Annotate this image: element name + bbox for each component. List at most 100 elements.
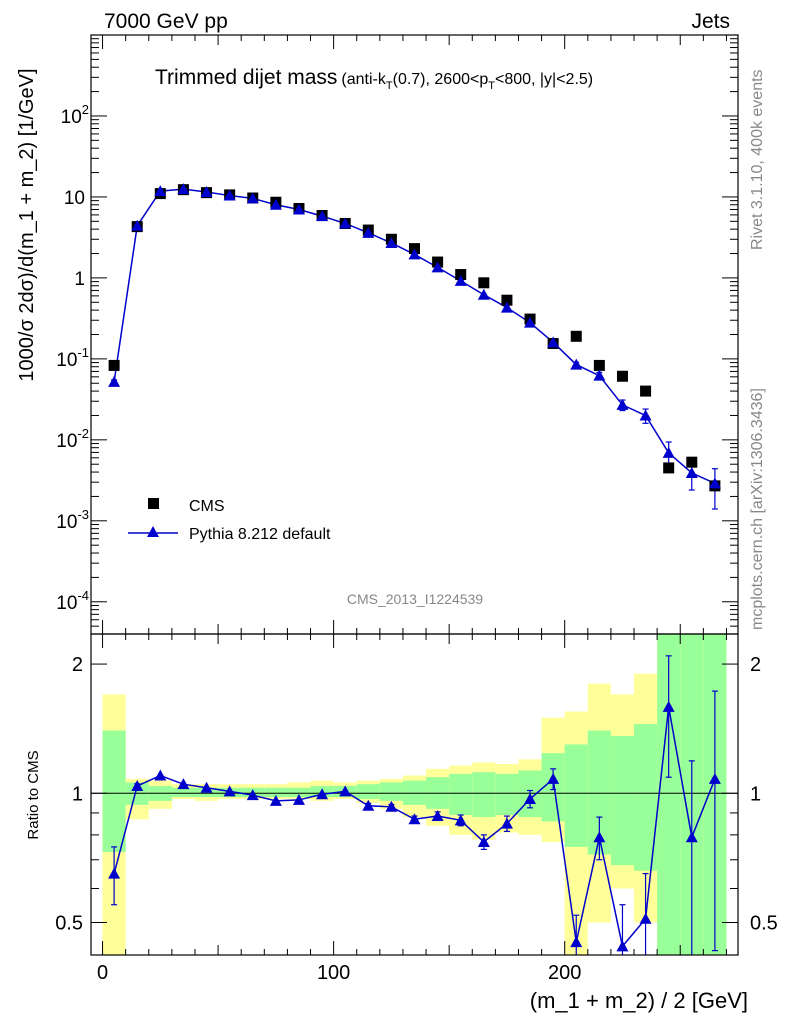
- tick-exponent: -1: [77, 345, 89, 360]
- green-band-bin: [564, 744, 588, 847]
- ratio-point: [154, 769, 167, 781]
- pythia-point: [454, 274, 467, 286]
- pythia-point: [524, 316, 537, 328]
- ratio-ylabel: Ratio to CMS: [25, 750, 42, 839]
- ratio-y-tick-label-right: 2: [750, 654, 761, 676]
- chart-title-suffix: (anti-k: [341, 71, 386, 88]
- main-y-tick-label: 10-4: [56, 588, 89, 614]
- ratio-point: [362, 799, 375, 811]
- main-y-tick-label: 10: [64, 188, 85, 209]
- pythia-point: [177, 183, 190, 195]
- pythia-point: [408, 248, 421, 260]
- cms-point: [663, 462, 675, 474]
- green-band-bin: [287, 787, 311, 798]
- pythia-point: [316, 210, 329, 222]
- pythia-point: [593, 369, 606, 381]
- tick-base: 10: [56, 512, 77, 533]
- main-ylabel: 1000/σ 2dσ)/d(m_1 + m_2) [1/GeV]: [16, 68, 38, 381]
- pythia-point: [662, 446, 675, 458]
- main-y-tick-label: 1: [74, 269, 85, 290]
- ratio-point: [131, 779, 144, 791]
- tick-exponent: 2: [82, 102, 89, 117]
- tick-base: 10: [56, 593, 77, 614]
- ratio-point: [385, 800, 398, 812]
- legend-cms-label: CMS: [189, 498, 225, 515]
- green-band-bin: [587, 730, 611, 855]
- ratio-point: [639, 912, 652, 924]
- ratio-point: [108, 867, 121, 879]
- pythia-point: [223, 189, 236, 201]
- legend: CMS Pythia 8.212 default: [128, 498, 331, 543]
- mcplots-label: mcplots.cern.ch [arXiv:1306.3436]: [749, 388, 766, 630]
- cms-point: [478, 277, 490, 289]
- ratio-y-tick-label-left: 1: [72, 783, 83, 805]
- ratio-point: [292, 793, 305, 805]
- tick-base: 10: [56, 350, 77, 371]
- ratio-point: [408, 813, 421, 825]
- ratio-point: [177, 778, 190, 790]
- ratio-point: [685, 831, 698, 843]
- pythia-point: [292, 203, 305, 215]
- ratio-point: [547, 772, 560, 784]
- cms-point: [593, 359, 605, 371]
- legend-cms-marker: [148, 498, 159, 509]
- ratio-y-tick-label-right: 0.5: [750, 912, 778, 934]
- pythia-line: [113, 188, 716, 485]
- pythia-point: [616, 398, 629, 410]
- pythia-point: [269, 198, 282, 210]
- main-y-tick-label: 10-2: [56, 426, 89, 452]
- pythia-point: [131, 219, 144, 231]
- ratio-point: [593, 831, 606, 843]
- pythia-point: [547, 336, 560, 348]
- ratio-point: [246, 789, 259, 801]
- pythia-point: [385, 236, 398, 248]
- pythia-point: [570, 358, 583, 370]
- cms-point: [640, 385, 652, 397]
- ratio-point: [524, 792, 537, 804]
- green-band-bin: [171, 787, 195, 798]
- ratio-point: [269, 794, 282, 806]
- green-band-bin: [449, 773, 473, 816]
- cms-point: [570, 330, 582, 342]
- pythia-point: [200, 186, 213, 198]
- legend-pythia-marker: [147, 526, 159, 537]
- green-band-bin: [102, 730, 126, 852]
- x-tick-label: 0: [97, 962, 108, 984]
- green-band-bin: [379, 782, 403, 801]
- ratio-bands: [102, 634, 727, 955]
- main-frame: [90, 34, 739, 635]
- ratio-point: [223, 785, 236, 797]
- tick-exponent: -2: [77, 426, 89, 441]
- main-plot-marks: [108, 183, 721, 510]
- green-band-bin: [472, 772, 496, 818]
- green-band-bin: [634, 724, 658, 871]
- header-right: Jets: [691, 10, 730, 33]
- ratio-y-tick-label-left: 2: [72, 654, 83, 676]
- green-band-bin: [657, 634, 681, 955]
- ratio-point: [500, 817, 513, 829]
- pythia-point: [477, 288, 490, 300]
- ratio-y-tick-label-right: 1: [750, 783, 761, 805]
- tick-exponent: -4: [77, 588, 89, 603]
- cms-point: [501, 294, 513, 306]
- tick-base: 10: [56, 431, 77, 452]
- main-y-tick-label: 102: [61, 102, 89, 128]
- main-y-tick-label: 10-3: [56, 507, 89, 533]
- chart-title-main: Trimmed dijet mass: [155, 66, 337, 89]
- pythia-point: [500, 301, 513, 313]
- legend-pythia-label: Pythia 8.212 default: [189, 526, 331, 543]
- pythia-point: [362, 226, 375, 238]
- x-tick-label: 200: [548, 962, 581, 984]
- ratio-point: [477, 836, 490, 848]
- chart-title: Trimmed dijet mass (anti-kT(0.7), 2600<pT…: [155, 66, 593, 92]
- chart-title-mid: (0.7), 2600<p: [393, 71, 489, 88]
- ratio-point: [570, 936, 583, 948]
- header-left: 7000 GeV pp: [104, 10, 228, 33]
- chart-title-sub2: T: [488, 80, 495, 92]
- ratio-point: [316, 788, 329, 800]
- x-tick-label: 100: [317, 962, 350, 984]
- ratio-point: [708, 772, 721, 784]
- cms-point: [616, 370, 628, 382]
